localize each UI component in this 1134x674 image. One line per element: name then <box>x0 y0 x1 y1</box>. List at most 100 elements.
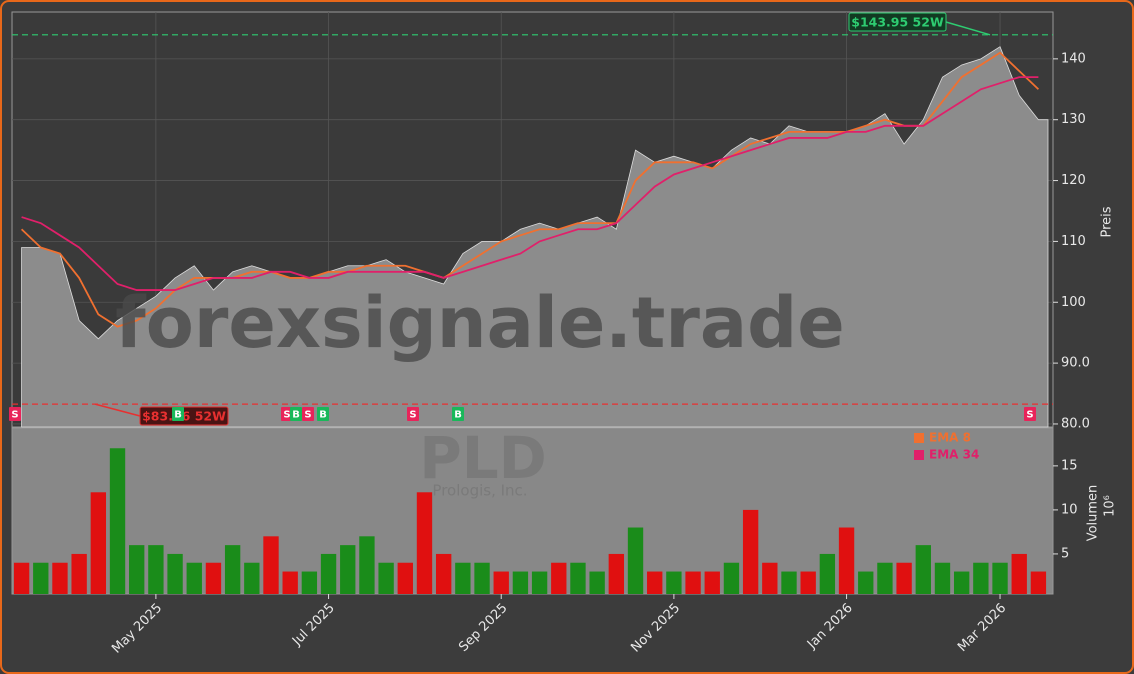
volume-bar <box>205 562 222 594</box>
volume-bar <box>531 571 548 594</box>
volume-bar <box>1011 553 1027 594</box>
signal-marker: B <box>172 407 184 421</box>
volume-bar <box>455 562 471 594</box>
ema-line <box>20 51 1040 328</box>
signal-label: B <box>174 410 182 421</box>
signal-label: S <box>1026 410 1033 421</box>
volume-bar <box>512 571 529 594</box>
volume-bar <box>896 562 912 594</box>
ema-line <box>21 76 1039 291</box>
volume-bar <box>320 553 337 594</box>
signal-label: S <box>283 410 290 421</box>
volume-bar <box>570 562 586 594</box>
signal-label: B <box>319 410 327 421</box>
signal-label: S <box>11 410 18 421</box>
signal-box <box>172 407 184 421</box>
y-tick-label: 80.0 <box>1061 416 1090 431</box>
watermark-symbol: PLD <box>419 424 547 492</box>
volume-bar <box>647 571 663 594</box>
signal-label: B <box>454 410 462 421</box>
volume-bar <box>52 562 68 594</box>
signal-box <box>302 407 314 421</box>
volume-bar <box>627 527 644 594</box>
annotation-text: $83.26 52W <box>142 409 226 424</box>
volume-bar <box>340 545 356 594</box>
signal-box <box>317 407 329 421</box>
annotation-arrow <box>945 21 991 36</box>
watermark-name: Prologis, Inc. <box>432 482 527 500</box>
legend-swatch <box>914 433 924 443</box>
volume-bar <box>742 509 759 594</box>
y-tick-label: 120 <box>1061 173 1086 188</box>
signal-box <box>452 407 464 421</box>
annotation-box <box>848 12 947 32</box>
volume-bar <box>109 448 126 594</box>
volume-bar <box>800 571 816 594</box>
y-tick-label: 5 <box>1061 546 1069 561</box>
signal-box <box>407 407 419 421</box>
volume-bar <box>666 571 682 594</box>
volume-bar <box>416 492 433 594</box>
y-tick-label: 90.0 <box>1061 356 1090 371</box>
volume-bar <box>378 562 394 594</box>
volume-bar <box>244 562 260 594</box>
signal-box <box>290 407 302 421</box>
volume-bar <box>148 545 164 594</box>
volume-bar <box>953 571 970 594</box>
volume-bar <box>819 553 836 594</box>
volume-bar <box>551 562 567 594</box>
signal-marker: S <box>1024 407 1036 421</box>
volume-bar <box>435 553 452 594</box>
signal-box <box>1024 407 1036 421</box>
y-tick-label: 10 <box>1061 502 1078 517</box>
y-tick-label: 110 <box>1061 234 1086 249</box>
signal-marker: S <box>407 407 419 421</box>
volume-bar <box>992 562 1008 594</box>
signal-marker: B <box>317 407 329 421</box>
signal-marker: B <box>290 407 302 421</box>
annotation-arrow <box>94 403 141 417</box>
volume-bar <box>838 527 855 594</box>
legend-swatch <box>914 450 924 460</box>
volume-bar <box>474 562 490 594</box>
volume-bar <box>71 553 87 594</box>
volume-bar <box>493 571 509 594</box>
y-axis-unit: 10⁶ <box>1103 495 1118 517</box>
signal-box <box>9 407 21 421</box>
volume-bar <box>397 562 413 594</box>
volume-bar <box>90 492 107 594</box>
volume-bar <box>359 536 375 594</box>
signal-marker: S <box>9 407 21 421</box>
volume-bar <box>1030 571 1047 594</box>
legend-label: EMA 34 <box>929 448 979 462</box>
signal-label: S <box>409 410 416 421</box>
signal-marker: S <box>302 407 314 421</box>
y-tick-label: 100 <box>1061 295 1086 310</box>
signal-marker: B <box>452 407 464 421</box>
volume-bar <box>129 545 145 594</box>
volume-bar <box>877 562 893 594</box>
volume-bar <box>589 571 605 594</box>
annotation-text: $143.95 52W <box>851 15 944 30</box>
volume-bar <box>723 562 740 594</box>
volume-bar <box>685 571 701 594</box>
legend-label: EMA 8 <box>929 431 971 445</box>
y-axis-label: Volumen <box>1086 485 1101 542</box>
volume-bar <box>224 545 241 594</box>
y-tick-label: 140 <box>1061 51 1086 66</box>
volume-bar <box>973 562 989 594</box>
volume-bar <box>167 553 183 594</box>
volume-bar <box>608 553 625 594</box>
volume-bar <box>781 571 797 594</box>
signal-label: S <box>304 410 311 421</box>
volume-bar <box>282 571 298 594</box>
volume-bar <box>186 562 202 594</box>
volume-bar <box>704 571 720 594</box>
volume-bar <box>762 562 778 594</box>
volume-bar <box>915 545 931 594</box>
volume-bar <box>263 536 279 594</box>
y-tick-label: 15 <box>1061 458 1078 473</box>
y-tick-label: 130 <box>1061 112 1086 127</box>
volume-bar <box>13 562 30 594</box>
